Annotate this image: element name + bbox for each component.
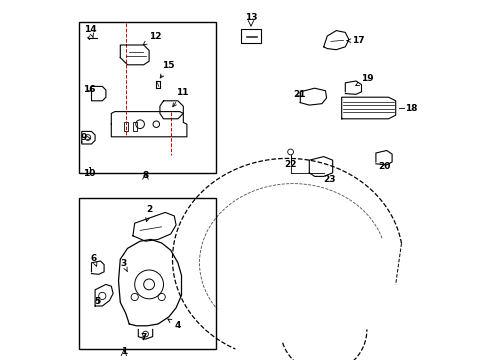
Text: 7: 7 — [140, 333, 146, 342]
Text: 2: 2 — [145, 206, 153, 221]
Text: 1: 1 — [121, 347, 127, 356]
Bar — [123, 122, 128, 131]
Text: 19: 19 — [355, 74, 373, 86]
Text: 21: 21 — [292, 90, 305, 99]
Bar — [79, 22, 215, 173]
Text: 4: 4 — [167, 319, 180, 330]
Text: 6: 6 — [90, 254, 97, 266]
Text: 5: 5 — [94, 297, 100, 306]
Text: 13: 13 — [244, 13, 257, 22]
Text: 14: 14 — [84, 26, 97, 37]
Text: 9: 9 — [81, 134, 90, 143]
Text: 17: 17 — [346, 36, 365, 45]
Text: 10: 10 — [83, 170, 96, 179]
Text: 12: 12 — [143, 32, 161, 45]
Text: 8: 8 — [142, 171, 148, 180]
Text: 18: 18 — [404, 104, 416, 113]
Text: 16: 16 — [83, 85, 96, 94]
Text: 3: 3 — [120, 260, 127, 271]
Bar — [79, 198, 215, 349]
Text: 15: 15 — [160, 62, 175, 78]
Text: 22: 22 — [284, 161, 296, 170]
Bar — [241, 29, 260, 43]
Text: 11: 11 — [172, 89, 188, 107]
Text: 20: 20 — [378, 162, 390, 171]
Bar — [133, 122, 137, 131]
Text: 23: 23 — [322, 175, 335, 184]
